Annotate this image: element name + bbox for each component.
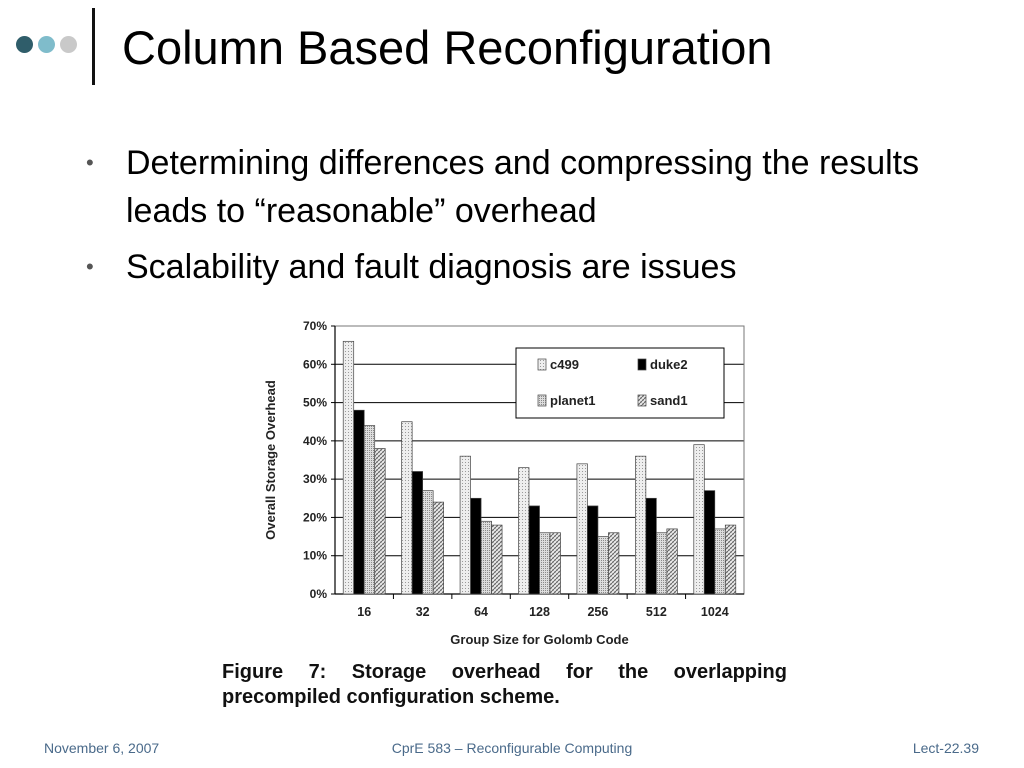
bar-sand1-64 (491, 524, 503, 595)
y-tick-label: 40% (303, 434, 327, 448)
bar-duke2-512 (645, 497, 657, 595)
bullet-item: • Scalability and fault diagnosis are is… (86, 243, 966, 291)
bar-duke2-128 (528, 505, 540, 595)
bar-sand1-256 (608, 532, 620, 595)
y-tick-label: 0% (310, 587, 328, 601)
footer-date: November 6, 2007 (44, 740, 160, 756)
bar-c499-128 (518, 467, 530, 595)
footer-course: CprE 583 – Reconfigurable Computing (391, 740, 633, 756)
legend-box (515, 347, 725, 419)
bullet-icon: • (86, 150, 94, 175)
y-tick-label: 20% (303, 510, 327, 524)
title-divider (92, 8, 95, 85)
bullet-item: • Determining differences and compressin… (86, 139, 966, 235)
bar-duke2-16 (353, 409, 365, 595)
legend-swatch (637, 358, 647, 371)
y-tick-label: 60% (303, 357, 327, 371)
caption-line: Figure 7: Storage overhead for the overl… (222, 661, 787, 683)
bar-duke2-256 (587, 505, 599, 595)
legend-label: c499 (550, 357, 579, 372)
decoration-dot-dark (16, 36, 33, 53)
legend-swatch (637, 394, 647, 407)
x-tick-label: 32 (416, 605, 430, 619)
storage-overhead-chart: 0% 10% 20% 30% 40% 50% 60% 70% 16 32 64 128 256 512 10… (263, 319, 745, 647)
bar-c499-32 (401, 421, 413, 595)
x-tick-label: 128 (529, 605, 550, 619)
x-tick-label: 16 (357, 605, 371, 619)
slide-title: Column Based Reconfiguration (122, 21, 773, 74)
y-tick-label: 10% (303, 549, 327, 563)
x-tick-label: 512 (646, 605, 667, 619)
bar-planet1-64 (480, 520, 492, 595)
bar-c499-256 (576, 463, 588, 595)
bar-duke2-64 (470, 497, 482, 595)
footer-slide-number: Lect-22.39 (912, 740, 979, 756)
bar-c499-1024 (693, 444, 705, 595)
bar-duke2-1024 (703, 490, 716, 595)
bar-planet1-512 (656, 532, 668, 595)
bar-sand1-1024 (724, 524, 737, 595)
decoration-dot-light (38, 36, 55, 53)
legend-label: planet1 (550, 393, 596, 408)
y-tick-label: 50% (303, 396, 327, 410)
figure-caption: Figure 7: Storage overhead for the overl… (222, 660, 787, 710)
bar-sand1-512 (666, 528, 678, 595)
y-tick-label: 70% (303, 319, 327, 333)
caption-line: precompiled configuration scheme. (222, 686, 560, 708)
bar-planet1-32 (422, 490, 434, 595)
legend-swatch (537, 394, 547, 407)
bar-c499-16 (342, 340, 355, 595)
bar-sand1-128 (549, 532, 561, 595)
bar-c499-512 (635, 455, 647, 595)
x-tick-label: 64 (474, 605, 488, 619)
bar-planet1-256 (597, 536, 609, 595)
y-axis-label: Overall Storage Overhead (263, 380, 278, 540)
bullet-text: Determining differences and compressing … (126, 144, 920, 230)
bar-planet1-1024 (714, 528, 726, 595)
x-axis-label: Group Size for Golomb Code (450, 632, 628, 647)
legend-label: sand1 (650, 393, 688, 408)
x-tick-label: 1024 (701, 605, 729, 619)
bar-planet1-16 (363, 425, 376, 595)
y-tick-label: 30% (303, 472, 327, 486)
bar-sand1-32 (432, 501, 444, 595)
title-decoration-dots (16, 36, 77, 53)
bullet-icon: • (86, 254, 94, 279)
bar-c499-64 (459, 455, 471, 595)
bullet-text: Scalability and fault diagnosis are issu… (126, 248, 737, 286)
x-tick-label: 256 (587, 605, 608, 619)
decoration-dot-gray (60, 36, 77, 53)
bullet-list: • Determining differences and compressin… (86, 139, 966, 299)
bar-duke2-32 (411, 471, 423, 595)
legend-swatch (537, 358, 547, 371)
legend-label: duke2 (650, 357, 688, 372)
bar-sand1-16 (374, 448, 386, 595)
bar-planet1-128 (539, 532, 551, 595)
